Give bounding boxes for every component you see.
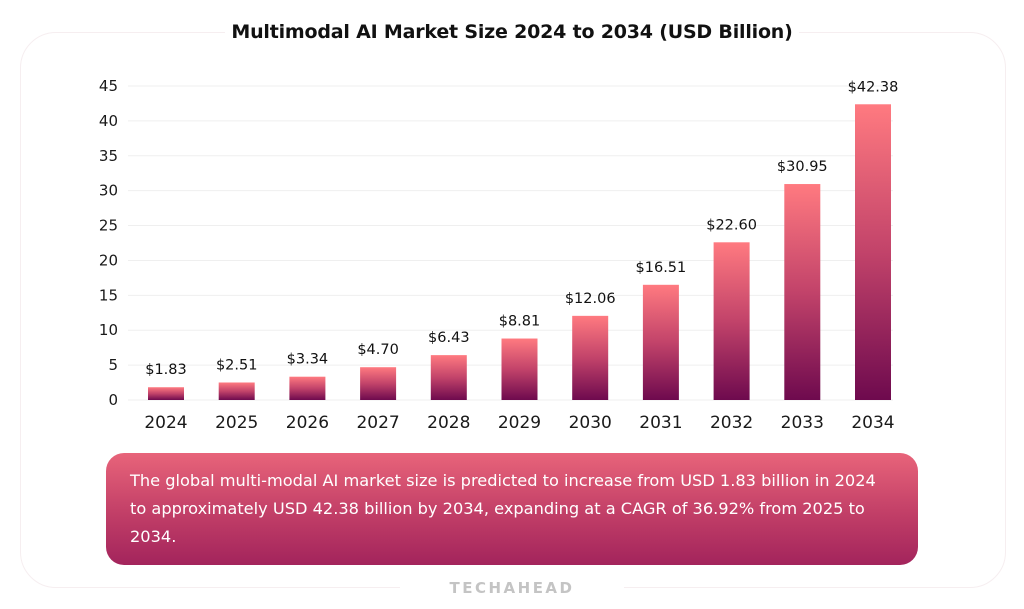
bar-2034 [855,104,891,401]
data-label: $3.34 [287,352,329,368]
data-label: $2.51 [216,357,258,373]
x-tick-label: 2027 [356,413,399,433]
y-tick-label: 5 [108,356,118,374]
y-axis-ticks: 0 5 10 15 20 25 30 35 40 45 [99,77,118,409]
y-tick-label: 15 [99,286,118,304]
data-label: $12.06 [565,291,616,307]
x-axis-ticks: 2024 2025 2026 2027 2028 2029 2030 2031 2032 2033… [144,413,894,433]
title-container: Multimodal AI Market Size 2024 to 2034 (… [225,14,799,50]
brand-logo-text: TECHAHEAD [449,579,575,597]
gridlines [128,85,893,401]
data-labels: $1.83 $2.51 $3.34 $4.70 $6.43 $8.81 $12.06 $16.… [145,79,898,378]
y-tick-label: 30 [99,182,118,200]
chart-title: Multimodal AI Market Size 2024 to 2034 (… [231,21,793,43]
bar-2029 [501,338,538,400]
bar-2028 [430,355,467,400]
bar-2024 [148,387,184,400]
bar-2031 [642,284,679,400]
bars [148,104,891,401]
x-tick-label: 2025 [215,413,258,433]
summary-note: The global multi-modal AI market size is… [106,453,918,565]
x-tick-label: 2032 [710,413,753,433]
brand-container: TECHAHEAD [400,576,624,600]
y-tick-label: 35 [99,147,118,165]
data-label: $42.38 [848,79,899,95]
data-label: $4.70 [357,342,399,358]
x-tick-label: 2028 [427,413,470,433]
bar-2032 [713,242,750,400]
y-tick-label: 40 [99,112,118,130]
data-label: $1.83 [145,362,187,378]
bar-2025 [218,382,255,400]
x-tick-label: 2034 [851,413,894,433]
data-label: $16.51 [636,260,687,276]
bar-2026 [289,376,326,400]
bar-2027 [360,367,397,400]
data-label: $30.95 [777,159,828,175]
data-label: $8.81 [499,314,541,330]
y-tick-label: 25 [99,217,118,235]
bar-2033 [784,184,821,400]
y-tick-label: 0 [108,391,118,409]
data-label: $22.60 [706,217,757,233]
y-tick-label: 10 [99,321,118,339]
x-tick-label: 2031 [639,413,682,433]
data-label: $6.43 [428,330,470,346]
x-tick-label: 2030 [569,413,612,433]
y-tick-label: 20 [99,251,118,269]
x-tick-label: 2029 [498,413,541,433]
y-tick-label: 45 [99,77,118,95]
x-tick-label: 2026 [286,413,329,433]
bar-2030 [572,315,609,400]
x-tick-label: 2024 [144,413,187,433]
x-tick-label: 2033 [781,413,824,433]
